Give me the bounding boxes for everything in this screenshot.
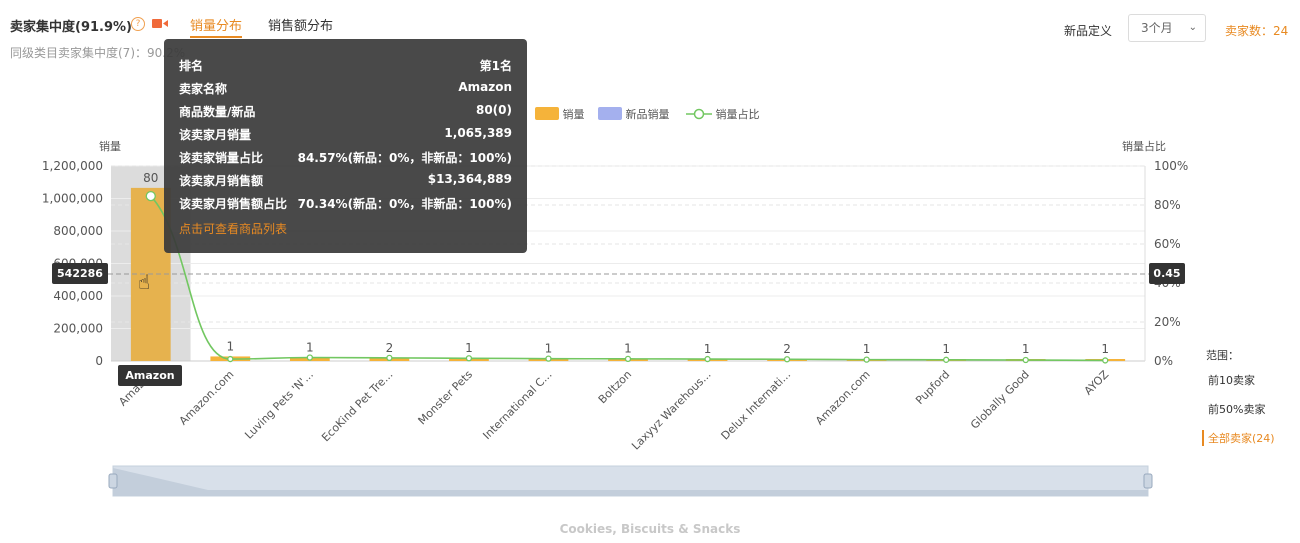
tooltip-row: 排名 第1名 [179,57,512,75]
tooltip-value: 1,065,389 [444,126,512,140]
x-tick-label: Luving Pets 'N'... [242,368,316,442]
bar-count-label: 1 [1022,342,1030,356]
y-right-tick-label: 80% [1154,198,1181,212]
y-tick-label: 1,200,000 [42,159,103,173]
bar-count-label: 80 [143,171,158,185]
hand-cursor-icon: ☝ [138,270,150,294]
y-tick-label: 0 [95,354,103,368]
range-title: 范围： [1206,347,1239,363]
bar-count-label: 2 [386,341,394,355]
bar-count-label: 1 [1101,342,1109,356]
bar-count-label: 1 [545,342,553,356]
share-point[interactable] [626,356,631,361]
share-point[interactable] [146,192,155,201]
bar-count-label: 1 [306,340,314,354]
tooltip-value: 84.57%(新品：0%，非新品：100%) [298,149,512,166]
share-point[interactable] [307,355,312,360]
tooltip-value: 80(0) [476,103,512,117]
share-point[interactable] [864,357,869,362]
x-tick-label: Boltzon [596,368,634,406]
x-tick-label: Pupford [913,368,952,407]
bar-count-label: 1 [624,342,632,356]
view-product-list-link[interactable]: 点击可查看商品列表 [179,220,287,237]
tooltip-row: 该卖家月销售额 $13,364,889 [179,172,512,190]
x-tick-label: Monster Pets [416,368,476,428]
share-point[interactable] [1023,358,1028,363]
crosshair-left-value: 542286 [52,263,108,284]
tooltip-key: 该卖家月销售额占比 [179,195,287,212]
range-top50[interactable]: 前50%卖家 [1208,401,1265,417]
range-top10[interactable]: 前10卖家 [1208,372,1255,388]
bar-count-label: 1 [942,342,950,356]
bar-count-label: 1 [226,339,234,353]
tooltip-value: $13,364,889 [428,172,512,186]
bar-count-label: 1 [465,341,473,355]
x-tick-label: Amazon.com [813,368,873,428]
x-tick-label: International C... [480,368,554,442]
x-tick-label: Globally Good [968,368,1032,432]
share-point[interactable] [228,357,233,362]
tooltip-row: 该卖家销量占比 84.57%(新品：0%，非新品：100%) [179,149,512,167]
share-point[interactable] [466,356,471,361]
x-tick-label: AYOZ [1082,368,1112,398]
seller-tooltip: 排名 第1名 卖家名称 Amazon 商品数量/新品 80(0) 该卖家月销量 1,06… [164,39,527,253]
x-tick-label: Amazon.com [177,368,237,428]
bar-count-label: 1 [863,342,871,356]
x-tick-label: Delux Internati... [719,368,794,443]
share-point[interactable] [705,357,710,362]
y-tick-label: 400,000 [53,289,103,303]
tooltip-key: 排名 [179,57,203,74]
tooltip-row: 该卖家月销售额占比 70.34%(新品：0%，非新品：100%) [179,195,512,213]
tooltip-value: Amazon [458,80,512,94]
tooltip-row: 卖家名称 Amazon [179,80,512,98]
share-point[interactable] [785,357,790,362]
range-all[interactable]: 全部卖家(24) [1202,430,1275,446]
tooltip-row: 商品数量/新品 80(0) [179,103,512,121]
y-tick-label: 200,000 [53,322,103,336]
category-name: Cookies, Biscuits & Snacks [0,522,1300,536]
x-tick-label: EcoKind Pet Tre... [319,368,395,444]
tooltip-value: 第1名 [480,57,512,74]
zoom-handle-right[interactable] [1144,474,1152,488]
crosshair-right-value: 0.45 [1149,263,1185,284]
bar-count-label: 2 [783,342,791,356]
tooltip-key: 该卖家月销量 [179,126,251,143]
y-tick-label: 800,000 [53,224,103,238]
tooltip-value: 70.34%(新品：0%，非新品：100%) [298,195,512,212]
y-right-tick-label: 20% [1154,315,1181,329]
y-right-tick-label: 100% [1154,159,1188,173]
bar-count-label: 1 [704,342,712,356]
share-point[interactable] [546,356,551,361]
tooltip-key: 卖家名称 [179,80,227,97]
crosshair-x-label: Amazon [118,365,182,386]
data-zoom-slider[interactable] [108,464,1158,498]
tooltip-row: 该卖家月销量 1,065,389 [179,126,512,144]
zoom-handle-left[interactable] [109,474,117,488]
x-tick-label: Laxyyz Warehous... [629,368,714,453]
share-point[interactable] [387,355,392,360]
y-tick-label: 1,000,000 [42,192,103,206]
y-right-tick-label: 60% [1154,237,1181,251]
share-point[interactable] [944,357,949,362]
y-right-tick-label: 0% [1154,354,1173,368]
tooltip-key: 商品数量/新品 [179,103,255,120]
share-point[interactable] [1103,358,1108,363]
tooltip-key: 该卖家月销售额 [179,172,263,189]
tooltip-key: 该卖家销量占比 [179,149,263,166]
